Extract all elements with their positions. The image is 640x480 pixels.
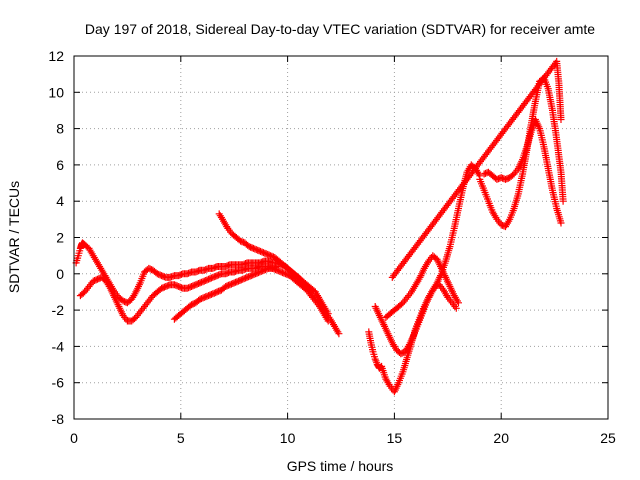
series-markers <box>72 239 332 318</box>
x-tick-label: 15 <box>387 430 403 446</box>
y-tick-label: 12 <box>48 48 64 64</box>
x-tick-label: 0 <box>70 430 78 446</box>
y-tick-label: 0 <box>56 266 64 282</box>
series-markers <box>388 57 565 281</box>
series-markers <box>215 210 343 338</box>
y-tick-label: -4 <box>52 338 65 354</box>
x-tick-label: 25 <box>600 430 616 446</box>
x-tick-label: 10 <box>280 430 296 446</box>
series-markers <box>170 263 281 323</box>
series-markers <box>382 252 462 321</box>
ticks <box>73 55 609 420</box>
x-tick-label: 20 <box>493 430 509 446</box>
y-tick-label: -6 <box>52 375 65 391</box>
x-axis-label: GPS time / hours <box>287 458 394 474</box>
series-markers <box>480 116 565 227</box>
y-tick-label: 6 <box>56 157 64 173</box>
y-tick-label: 8 <box>56 121 64 137</box>
y-tick-label: 4 <box>56 193 64 209</box>
data-series <box>72 57 567 396</box>
grid <box>74 56 608 419</box>
series-markers <box>365 161 484 396</box>
y-tick-label: -2 <box>52 302 65 318</box>
y-tick-label: -8 <box>52 411 65 427</box>
series-markers <box>371 281 460 358</box>
x-tick-label: 5 <box>177 430 185 446</box>
chart-title: Day 197 of 2018, Sidereal Day-to-day VTE… <box>85 21 595 37</box>
tick-labels: 0 5 10 15 20 25 -8 -6 -4 -2 0 2 4 6 8 10 12 <box>48 48 616 446</box>
y-tick-label: 2 <box>56 230 64 246</box>
y-axis-label: SDTVAR / TECUs <box>6 181 22 293</box>
y-tick-label: 10 <box>48 84 64 100</box>
